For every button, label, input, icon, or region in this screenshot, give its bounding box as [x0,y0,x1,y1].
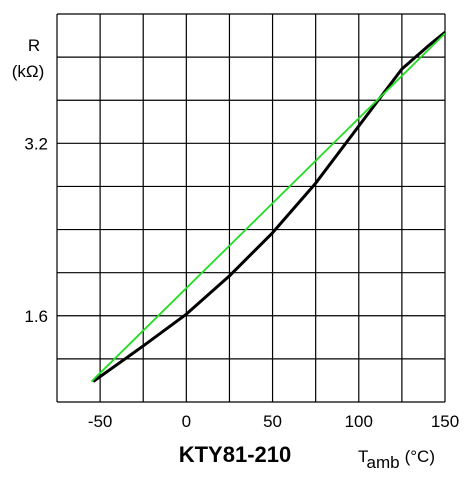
x-axis-label: Tamb (°C) [358,447,435,472]
x-label-main: T [358,447,368,466]
x-label-sub: amb [367,453,400,472]
x-tick-label: 0 [182,412,191,431]
y-axis-unit: (kΩ) [12,62,45,81]
line-series [92,31,446,383]
y-tick-label: 3.2 [24,134,48,153]
line-series [90,32,446,383]
x-tick-label: -50 [88,412,113,431]
y-tick-label: 1.6 [24,307,48,326]
x-tick-label: 150 [431,412,459,431]
chart-title: KTY81-210 [179,442,292,467]
y-axis-label: R [28,36,40,55]
x-tick-label: 100 [345,412,373,431]
x-label-unit: (°C) [405,447,435,466]
x-tick-label: 50 [263,412,282,431]
